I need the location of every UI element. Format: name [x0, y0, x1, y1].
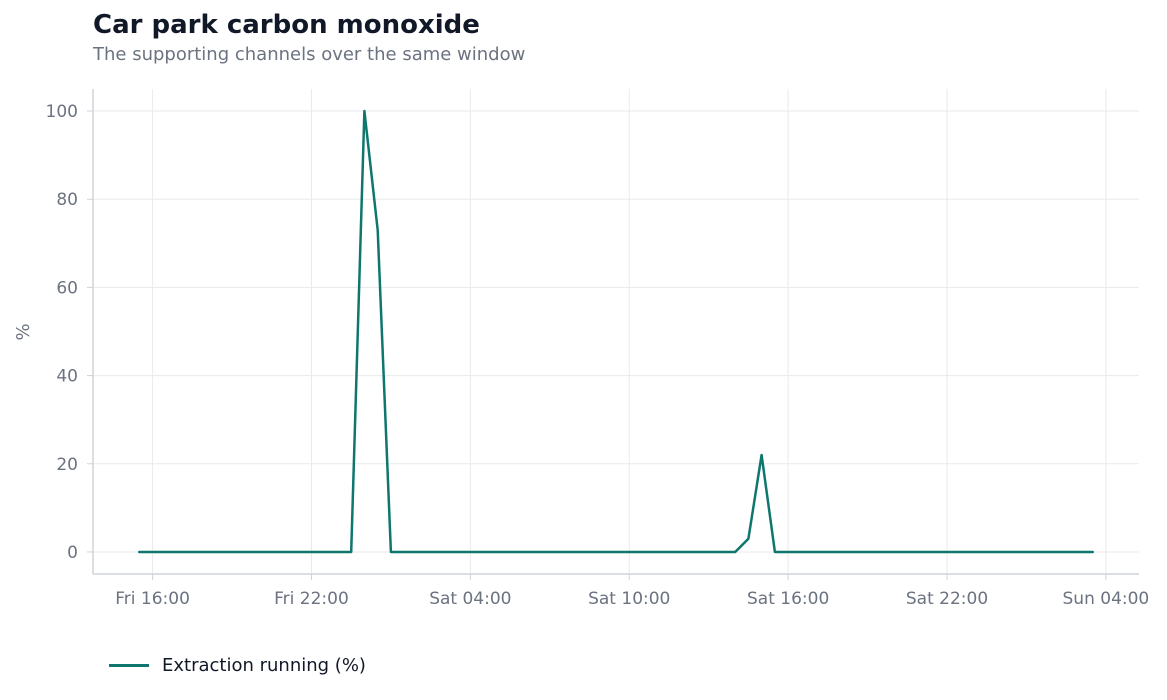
- series-line: [138, 109, 1094, 554]
- x-tick-label: Sat 04:00: [429, 589, 511, 609]
- x-tick-label: Fri 22:00: [274, 589, 349, 609]
- y-axis-label: %: [13, 323, 34, 340]
- y-tick-label: 40: [56, 367, 78, 387]
- grid: [93, 89, 1139, 574]
- y-tick-label: 60: [56, 278, 78, 298]
- ticks: Fri 16:00 Fri 22:00 Sat 04:00 Sat 10:00 Sat …: [46, 102, 1150, 609]
- legend: Extraction running (%): [109, 655, 366, 676]
- x-tick-label: Fri 16:00: [115, 589, 190, 609]
- chart-title: Car park carbon monoxide: [93, 10, 480, 40]
- chart-subtitle: The supporting channels over the same wi…: [93, 44, 526, 65]
- x-tick-label: Sat 16:00: [747, 589, 829, 609]
- y-tick-label: 80: [56, 190, 78, 210]
- series-group: [138, 109, 1094, 554]
- x-tick-label: Sun 04:00: [1063, 589, 1150, 609]
- x-tick-label: Sat 22:00: [906, 589, 988, 609]
- y-tick-label: 100: [46, 102, 78, 122]
- y-tick-label: 20: [56, 455, 78, 475]
- legend-label: Extraction running (%): [162, 655, 366, 676]
- y-tick-label: 0: [67, 543, 78, 563]
- legend-swatch: [109, 664, 149, 667]
- axes: [92, 89, 1139, 575]
- x-tick-label: Sat 10:00: [588, 589, 670, 609]
